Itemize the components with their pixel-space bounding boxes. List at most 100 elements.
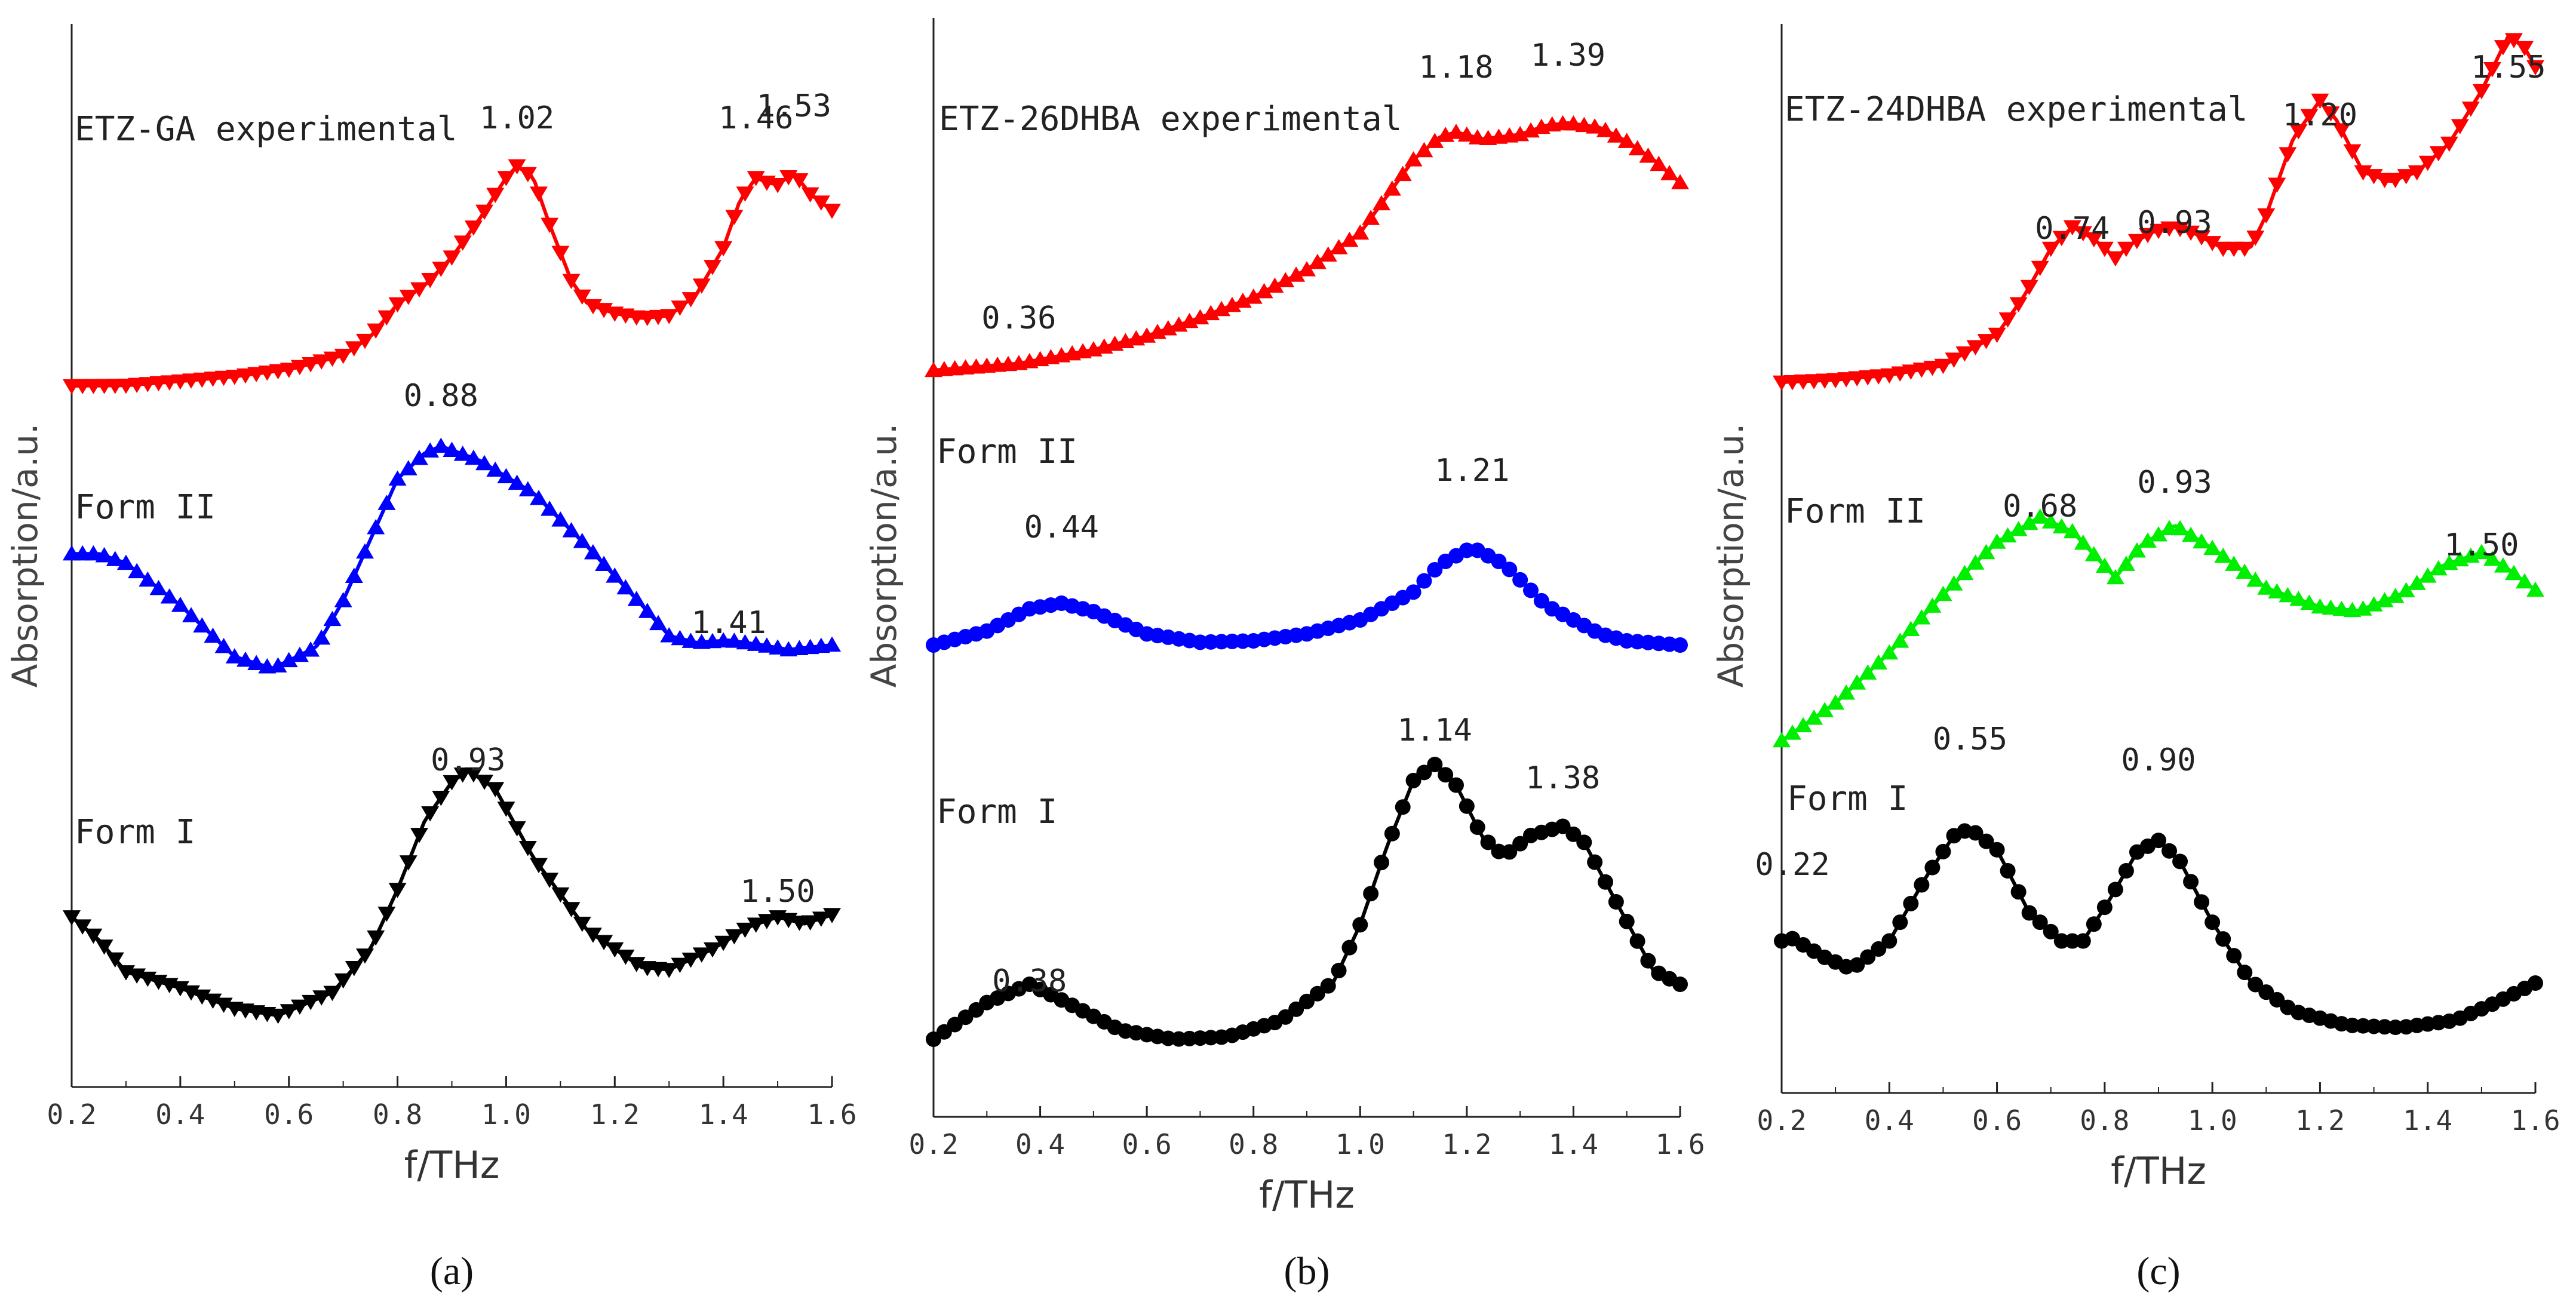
data-point	[410, 282, 428, 298]
data-point	[1837, 684, 1856, 700]
x-tick-label: 0.6	[1972, 1104, 2022, 1137]
data-point	[302, 641, 320, 657]
data-point	[606, 942, 624, 958]
data-point	[2236, 241, 2254, 257]
data-point	[736, 186, 754, 202]
data-point	[638, 311, 656, 326]
data-point	[1491, 554, 1507, 569]
series-name-label: Form I	[75, 813, 195, 852]
data-point	[1935, 843, 1951, 859]
data-point	[747, 171, 765, 186]
data-point	[1672, 637, 1688, 653]
data-point	[1351, 224, 1370, 240]
peak-label: 1.50	[2444, 527, 2519, 563]
data-point	[1859, 664, 1877, 680]
data-point	[1416, 573, 1432, 589]
x-tick-label: 1.6	[807, 1098, 856, 1131]
data-point	[2020, 280, 2038, 296]
data-point	[747, 635, 765, 651]
peak-label: 0.55	[1933, 721, 2007, 757]
data-point	[1880, 644, 1899, 660]
data-point	[2095, 241, 2114, 257]
data-point	[399, 290, 417, 305]
data-point	[2269, 991, 2285, 1008]
data-point	[2248, 977, 2264, 993]
data-point	[2053, 933, 2070, 949]
data-point	[725, 632, 744, 648]
data-point	[1320, 978, 1336, 994]
data-point	[2237, 965, 2253, 981]
data-point	[421, 273, 440, 288]
series-name-label: ETZ-GA experimental	[75, 110, 458, 149]
data-point	[2332, 600, 2351, 616]
data-point	[116, 554, 135, 570]
data-point	[2418, 155, 2437, 171]
series-name-label: Form II	[75, 488, 216, 527]
data-point	[1383, 180, 1401, 196]
data-point	[290, 646, 309, 662]
series-3: Form I 0.38 1.14 1.38	[926, 713, 1688, 1047]
data-point	[1523, 582, 1539, 598]
data-point	[2138, 532, 2157, 548]
data-point	[2107, 882, 2123, 898]
data-point	[2322, 106, 2340, 122]
data-point	[2408, 575, 2426, 590]
data-point	[302, 994, 320, 1011]
data-point	[1628, 140, 1647, 156]
data-point	[1892, 914, 1908, 931]
data-point	[2172, 853, 2188, 870]
x-tick-label: 0.8	[1229, 1128, 1278, 1160]
data-point	[247, 655, 266, 670]
data-point	[649, 309, 668, 326]
data-point	[2117, 241, 2135, 257]
series-2: Form II 0.44 1.21	[926, 432, 1688, 653]
data-point	[2246, 571, 2265, 587]
data-point	[1512, 572, 1528, 588]
data-point	[529, 490, 548, 505]
data-point	[562, 274, 581, 290]
data-point	[497, 802, 515, 817]
peak-label: 1.02	[480, 100, 554, 136]
data-point	[616, 950, 635, 965]
data-point	[2150, 223, 2167, 239]
data-point	[1924, 859, 1941, 876]
data-point	[1223, 296, 1241, 312]
data-point	[1826, 694, 1845, 710]
data-point	[2504, 564, 2523, 581]
data-point	[616, 579, 635, 595]
x-tick-label: 0.4	[1015, 1128, 1065, 1160]
data-point	[1587, 854, 1603, 870]
data-point	[312, 990, 331, 1006]
data-point	[2365, 169, 2383, 185]
data-point	[116, 379, 135, 394]
data-point	[1212, 300, 1231, 317]
data-point	[1869, 654, 1888, 670]
data-point	[2203, 539, 2222, 555]
data-point	[1448, 777, 1464, 793]
data-point	[660, 627, 678, 643]
data-point	[2084, 546, 2103, 561]
data-point	[1596, 122, 1614, 137]
data-point	[1660, 165, 1679, 180]
peak-label: 1.39	[1531, 38, 1605, 73]
data-point	[377, 495, 396, 510]
data-point	[2483, 62, 2501, 78]
data-point	[1374, 855, 1389, 871]
data-point	[356, 333, 374, 349]
data-point	[1672, 977, 1688, 992]
data-point	[1331, 963, 1347, 978]
data-point	[1278, 1009, 1294, 1025]
peak-label: 0.68	[2003, 489, 2077, 524]
data-point	[2526, 60, 2544, 76]
data-point	[2183, 874, 2199, 890]
data-point	[1977, 334, 1995, 349]
data-point	[443, 441, 461, 457]
data-point	[2300, 109, 2319, 124]
data-point	[2171, 520, 2190, 536]
data-point	[1319, 246, 1337, 262]
x-tick-label: 1.4	[699, 1098, 748, 1131]
data-point	[1783, 724, 1802, 740]
data-point	[1860, 949, 1876, 965]
data-point	[2086, 916, 2102, 932]
data-point	[1608, 894, 1624, 910]
